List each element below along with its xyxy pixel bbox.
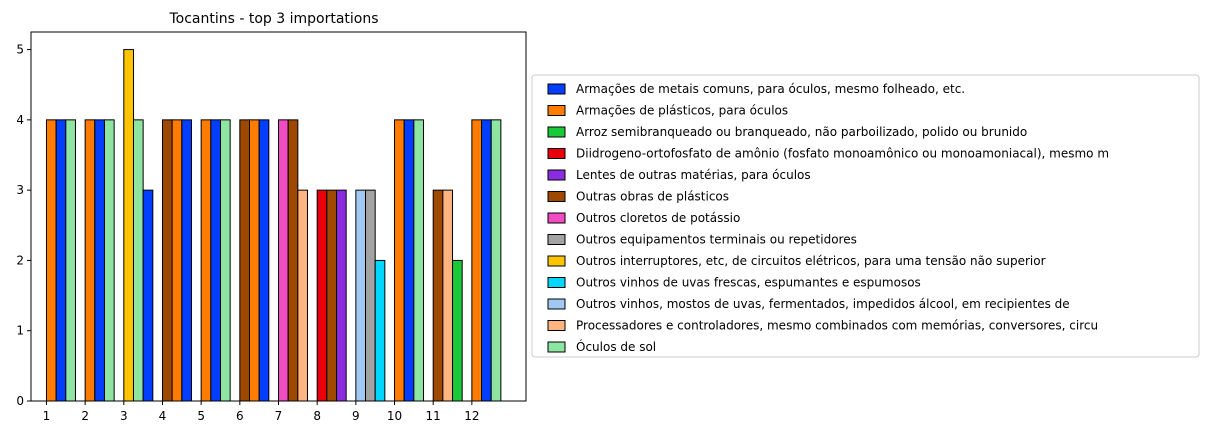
legend-label: Óculos de sol xyxy=(576,339,656,354)
bar-2-3 xyxy=(103,119,115,402)
legend-swatch xyxy=(547,148,566,159)
x-tick-label: 11 xyxy=(426,409,441,423)
bar-3-1 xyxy=(123,49,134,402)
x-tick-label: 8 xyxy=(313,409,321,423)
y-tick-label: 3 xyxy=(16,183,24,197)
bar-12-2 xyxy=(481,119,492,402)
legend-label: Outros equipamentos terminais ou repetid… xyxy=(576,233,857,247)
bar-7-1 xyxy=(278,119,289,402)
bar-8-1 xyxy=(316,189,328,402)
legend-label: Processadores e controladores, mesmo com… xyxy=(576,319,1098,333)
bar-12-1 xyxy=(471,119,483,402)
x-tick-label: 2 xyxy=(81,409,89,423)
y-tick-label: 1 xyxy=(16,324,24,338)
bar-3-3 xyxy=(142,189,154,402)
legend-label: Outros interruptores, etc, de circuitos … xyxy=(576,254,1046,268)
legend-swatch xyxy=(547,191,566,202)
x-tick-label: 7 xyxy=(275,409,283,423)
bar-1-3 xyxy=(65,119,76,402)
bar-10-2 xyxy=(403,119,415,402)
bar-2-2 xyxy=(94,119,105,402)
x-tick-label: 10 xyxy=(387,409,402,423)
legend-label: Armações de metais comuns, para óculos, … xyxy=(576,82,965,96)
legend-swatch xyxy=(547,83,566,95)
bar-6-1 xyxy=(239,119,250,402)
x-tick-label: 5 xyxy=(197,409,205,423)
legend-swatch xyxy=(547,341,566,353)
legend-label: Outros vinhos, mostos de uvas, fermentad… xyxy=(576,297,1070,311)
bar-2-1 xyxy=(84,119,96,402)
bar-11-2 xyxy=(442,189,454,402)
legend-swatch xyxy=(547,277,566,288)
bar-10-3 xyxy=(413,119,425,402)
bar-1-1 xyxy=(45,119,57,402)
bar-12-3 xyxy=(490,119,502,402)
bar-3-2 xyxy=(132,119,144,402)
bar-9-3 xyxy=(374,259,386,402)
legend-swatch xyxy=(547,320,566,331)
bar-8-2 xyxy=(326,189,338,402)
bar-6-2 xyxy=(248,119,260,402)
legend-label: Outros cloretos de potássio xyxy=(576,211,740,225)
bar-6-3 xyxy=(258,119,270,402)
y-tick-label: 0 xyxy=(16,394,24,408)
bar-7-2 xyxy=(287,119,299,402)
bar-5-2 xyxy=(210,119,221,402)
x-tick-label: 9 xyxy=(352,409,360,423)
bar-11-3 xyxy=(452,259,463,402)
legend-swatch xyxy=(547,126,566,138)
bar-9-1 xyxy=(355,189,367,402)
y-tick-label: 4 xyxy=(16,113,24,127)
y-tick-label: 2 xyxy=(16,253,24,267)
legend-swatch xyxy=(547,212,566,224)
x-tick-label: 12 xyxy=(464,409,479,423)
y-tick-label: 5 xyxy=(16,43,24,57)
x-tick-label: 4 xyxy=(159,409,167,423)
bar-8-3 xyxy=(336,189,347,402)
bar-9-2 xyxy=(365,189,376,402)
legend-swatch xyxy=(547,298,566,310)
bar-1-2 xyxy=(55,119,67,402)
bar-4-3 xyxy=(181,119,192,402)
legend-label: Outras obras de plásticos xyxy=(576,190,729,204)
legend-box xyxy=(531,74,1200,358)
legend-label: Armações de plásticos, para óculos xyxy=(576,104,788,118)
legend-swatch xyxy=(547,169,566,181)
legend-swatch xyxy=(547,234,566,245)
bar-4-2 xyxy=(171,119,183,402)
legend-swatch xyxy=(547,105,566,116)
legend: Armações de metais comuns, para óculos, … xyxy=(531,74,1200,358)
chart-title: Tocantins - top 3 importations xyxy=(168,11,378,27)
legend-label: Diidrogeno-ortofosfato de amônio (fosfat… xyxy=(576,147,1109,161)
bar-4-1 xyxy=(161,119,173,402)
bars-layer xyxy=(45,49,502,402)
x-tick-label: 6 xyxy=(236,409,244,423)
legend-label: Arroz semibranqueado ou branqueado, não … xyxy=(576,125,1027,139)
bar-5-3 xyxy=(219,119,231,402)
bar-5-1 xyxy=(200,119,212,402)
bar-7-3 xyxy=(297,189,309,402)
bar-11-1 xyxy=(432,189,444,402)
legend-label: Outros vinhos de uvas frescas, espumante… xyxy=(576,276,921,290)
legend-label: Lentes de outras matérias, para óculos xyxy=(576,168,811,182)
x-tick-label: 1 xyxy=(43,409,51,423)
bar-10-1 xyxy=(394,119,405,402)
legend-swatch xyxy=(547,255,566,267)
x-tick-label: 3 xyxy=(120,409,128,423)
